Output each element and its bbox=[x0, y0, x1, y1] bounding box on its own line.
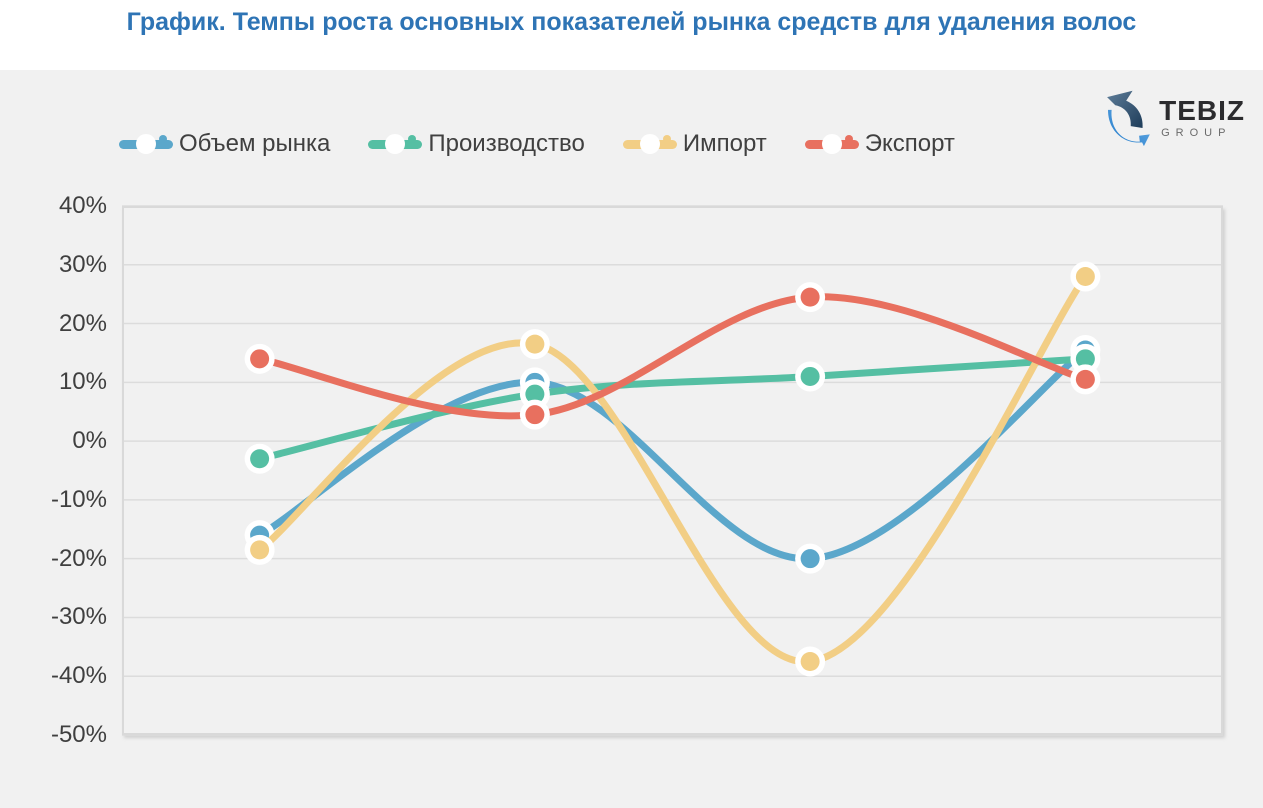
plot-border bbox=[122, 206, 1223, 735]
y-tick-label: -10% bbox=[50, 485, 107, 513]
chart-panel: TEBIZ GROUP Объем рынка Производство Импор… bbox=[0, 70, 1263, 808]
y-tick-label: -30% bbox=[50, 603, 107, 631]
chart-legend: Объем рынка Производство Импорт Экспорт bbox=[119, 130, 955, 158]
legend-marker-dot bbox=[159, 134, 167, 143]
series-line-0 bbox=[256, 346, 1089, 563]
legend-line-marker bbox=[622, 134, 677, 154]
tebiz-logo-text: TEBIZ GROUP bbox=[1159, 97, 1245, 139]
legend-marker-ring bbox=[639, 134, 671, 154]
logo-name: TEBIZ bbox=[1159, 95, 1245, 126]
y-tick-label: 10% bbox=[58, 368, 107, 396]
legend-label: Объем рынка bbox=[179, 130, 331, 157]
y-tick-label: 30% bbox=[58, 250, 107, 278]
data-point bbox=[250, 349, 270, 369]
data-point bbox=[1075, 349, 1095, 369]
data-point bbox=[800, 652, 820, 672]
data-point bbox=[800, 287, 820, 307]
y-tick-label: -40% bbox=[50, 662, 107, 690]
legend-line-marker bbox=[804, 134, 859, 154]
data-point bbox=[525, 384, 545, 404]
y-tick-label: 20% bbox=[58, 309, 107, 337]
data-point bbox=[1075, 369, 1095, 389]
legend-label: Производство bbox=[428, 130, 585, 157]
data-point bbox=[525, 334, 545, 354]
legend-label: Экспорт bbox=[864, 130, 955, 157]
data-point bbox=[800, 549, 820, 569]
series-line-3 bbox=[256, 293, 1089, 420]
data-point bbox=[525, 405, 545, 425]
legend-marker-dot bbox=[662, 134, 671, 143]
legend-item-1: Производство bbox=[368, 130, 585, 158]
data-point bbox=[1075, 267, 1095, 287]
y-tick-label: 0% bbox=[72, 427, 107, 455]
legend-marker-ring bbox=[385, 134, 417, 154]
logo-group-subtitle: GROUP bbox=[1161, 127, 1232, 139]
tebiz-logo-icon bbox=[1107, 90, 1150, 147]
series-line-2 bbox=[256, 273, 1089, 666]
y-tick-label: -20% bbox=[50, 544, 107, 572]
legend-label: Импорт bbox=[682, 130, 767, 157]
legend-item-0: Объем рынка bbox=[119, 130, 330, 158]
legend-line-marker bbox=[119, 134, 173, 154]
legend-line-marker bbox=[368, 134, 423, 154]
legend-marker-ring bbox=[821, 134, 853, 154]
legend-marker-dot bbox=[844, 134, 853, 143]
chart-title: График. Темпы роста основных показателей… bbox=[126, 8, 1137, 36]
legend-item-2: Импорт bbox=[622, 130, 767, 158]
data-point bbox=[250, 540, 270, 560]
tebiz-logo: TEBIZ GROUP bbox=[1104, 88, 1245, 148]
legend-marker-ring bbox=[136, 134, 167, 154]
line-chart bbox=[122, 205, 1223, 736]
y-tick-label: 40% bbox=[58, 192, 107, 219]
data-point bbox=[250, 449, 270, 469]
y-tick-label: -50% bbox=[50, 721, 107, 748]
legend-marker-dot bbox=[408, 134, 417, 143]
plot-area bbox=[122, 205, 1223, 736]
legend-item-3: Экспорт bbox=[804, 130, 955, 158]
data-point bbox=[800, 366, 820, 386]
